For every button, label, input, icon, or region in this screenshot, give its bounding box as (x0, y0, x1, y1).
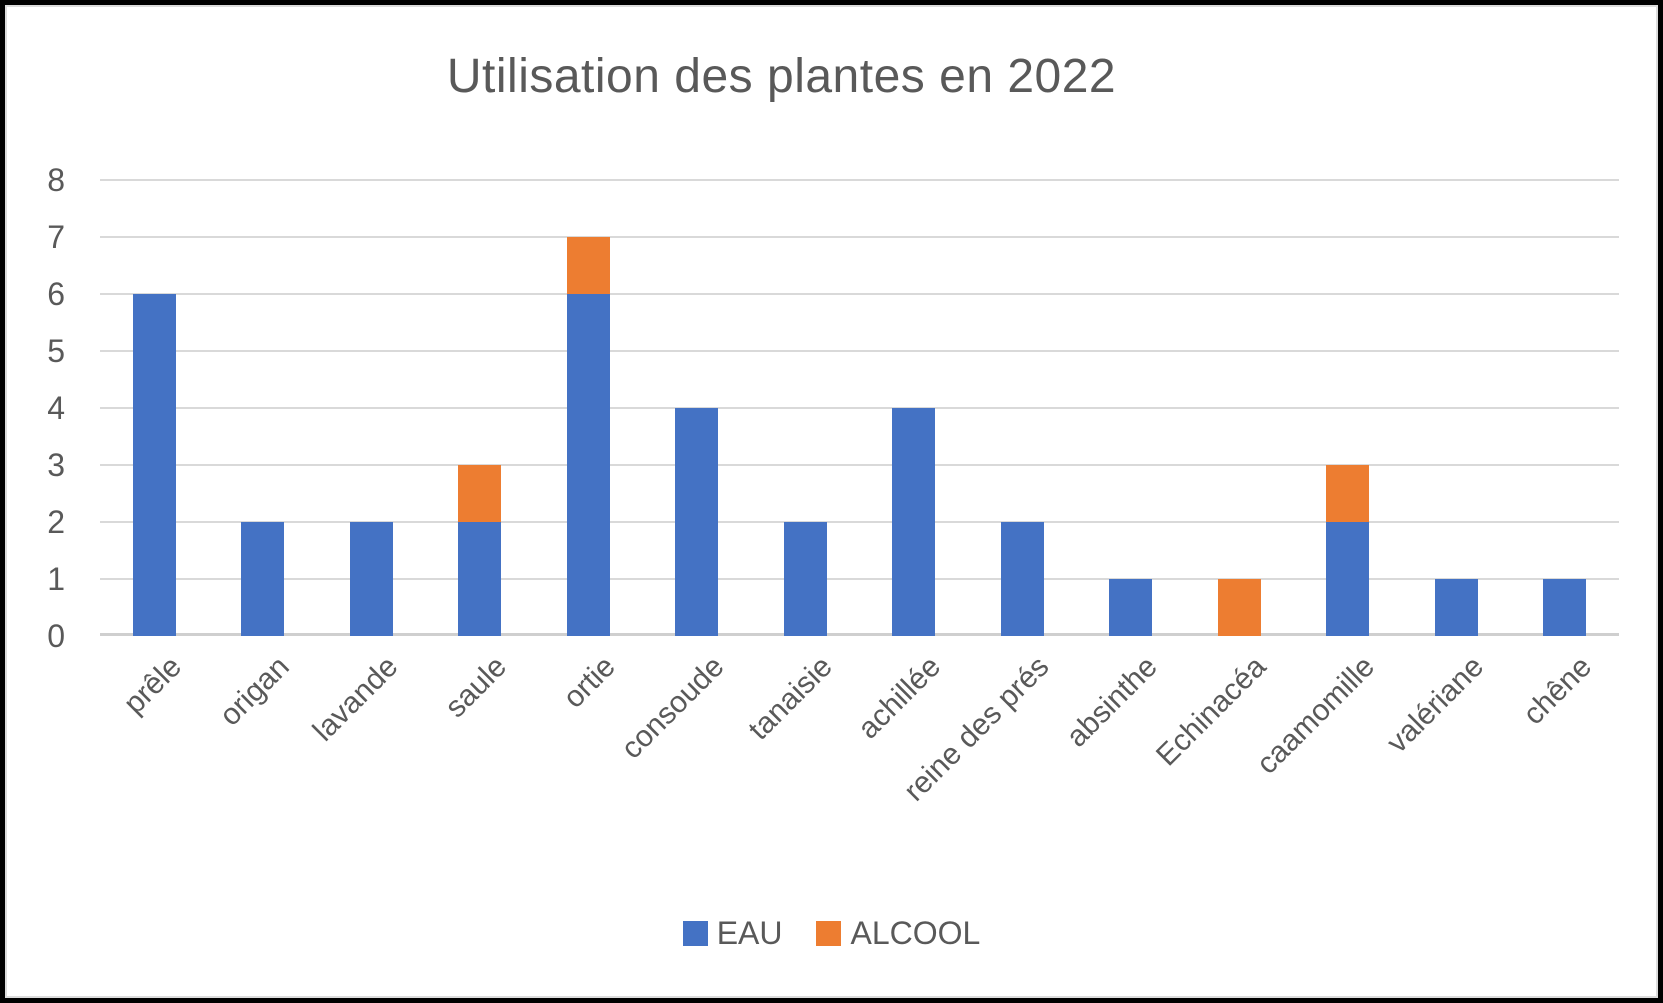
x-axis-label: lavande (306, 650, 405, 748)
x-axis-label: consoude (614, 650, 731, 766)
bar-group (241, 522, 285, 636)
y-axis-label: 4 (47, 390, 65, 426)
x-axis-label: valériane (1380, 650, 1490, 760)
gridline (100, 236, 1619, 238)
bar-segment-eau (241, 522, 285, 636)
y-axis-label: 6 (47, 276, 65, 312)
gridline (100, 521, 1619, 523)
bar-segment-eau (1434, 579, 1478, 636)
x-axis-label: achillée (851, 650, 948, 746)
x-axis-label: chêne (1516, 650, 1599, 732)
y-axis-label: 3 (47, 447, 65, 483)
y-axis-label: 8 (47, 162, 65, 198)
plot-area: 0 1 2 3 4 5 6 7 8 prêle origan lavande saule ortie con… (47, 162, 1619, 808)
bar-segment-alcool (458, 465, 502, 522)
bar-group (1217, 579, 1261, 636)
bar-group (1109, 579, 1153, 636)
bar-group (783, 522, 827, 636)
bar-segment-eau (783, 522, 827, 636)
legend-swatch-icon (816, 921, 842, 946)
gridline (100, 578, 1619, 580)
bar-group (675, 408, 719, 636)
x-axis-label: prêle (117, 650, 188, 721)
legend-item: EAU (682, 915, 783, 952)
gridline (100, 293, 1619, 295)
bar-segment-eau (458, 522, 502, 636)
gridline (100, 407, 1619, 409)
bar-group (1543, 579, 1587, 636)
gridline (100, 179, 1619, 181)
bar-segment-eau (1109, 579, 1153, 636)
bar-segment-eau (1000, 522, 1044, 636)
bar-segment-alcool (1217, 579, 1261, 636)
bar-group (1434, 579, 1478, 636)
bar-segment-eau (1543, 579, 1587, 636)
y-axis-label: 1 (47, 561, 65, 597)
bar-segment-eau (566, 294, 610, 636)
y-axis-label: 0 (47, 618, 65, 654)
legend: EAU ALCOOL (7, 915, 1656, 952)
bar-segment-eau (1326, 522, 1370, 636)
y-axis-label: 7 (47, 219, 65, 255)
bar-group (349, 522, 393, 636)
x-axis-label: tanaisie (742, 650, 839, 747)
bar-group (132, 294, 176, 636)
bar-group (566, 237, 610, 636)
bar-group (458, 465, 502, 636)
bar-segment-eau (132, 294, 176, 636)
x-axis-label: caamomille (1250, 650, 1382, 781)
chart-border: Utilisation des plantes en 2022 0 1 2 3 4 5 6 7… (5, 5, 1658, 998)
gridline (100, 350, 1619, 352)
legend-label: ALCOOL (850, 915, 981, 951)
x-axis-label: saule (439, 650, 514, 725)
bar-group (1326, 465, 1370, 636)
bar-segment-eau (349, 522, 393, 636)
bar-segment-eau (892, 408, 936, 636)
bar-group (892, 408, 936, 636)
x-axis-label: ortie (556, 650, 622, 715)
bar-segment-alcool (1326, 465, 1370, 522)
x-axis-label: origan (213, 650, 297, 733)
legend-swatch-icon (682, 921, 708, 946)
y-axis-label: 5 (47, 333, 65, 369)
x-axis-line (100, 633, 1619, 636)
x-axis-label: absinthe (1060, 650, 1165, 754)
bar-segment-eau (675, 408, 719, 636)
legend-label: EAU (716, 915, 783, 951)
legend-item: ALCOOL (816, 915, 980, 952)
bar-segment-alcool (566, 237, 610, 294)
bar-group (1000, 522, 1044, 636)
gridline (100, 464, 1619, 466)
y-axis-label: 2 (47, 504, 65, 540)
chart-title: Utilisation des plantes en 2022 (446, 50, 1117, 103)
